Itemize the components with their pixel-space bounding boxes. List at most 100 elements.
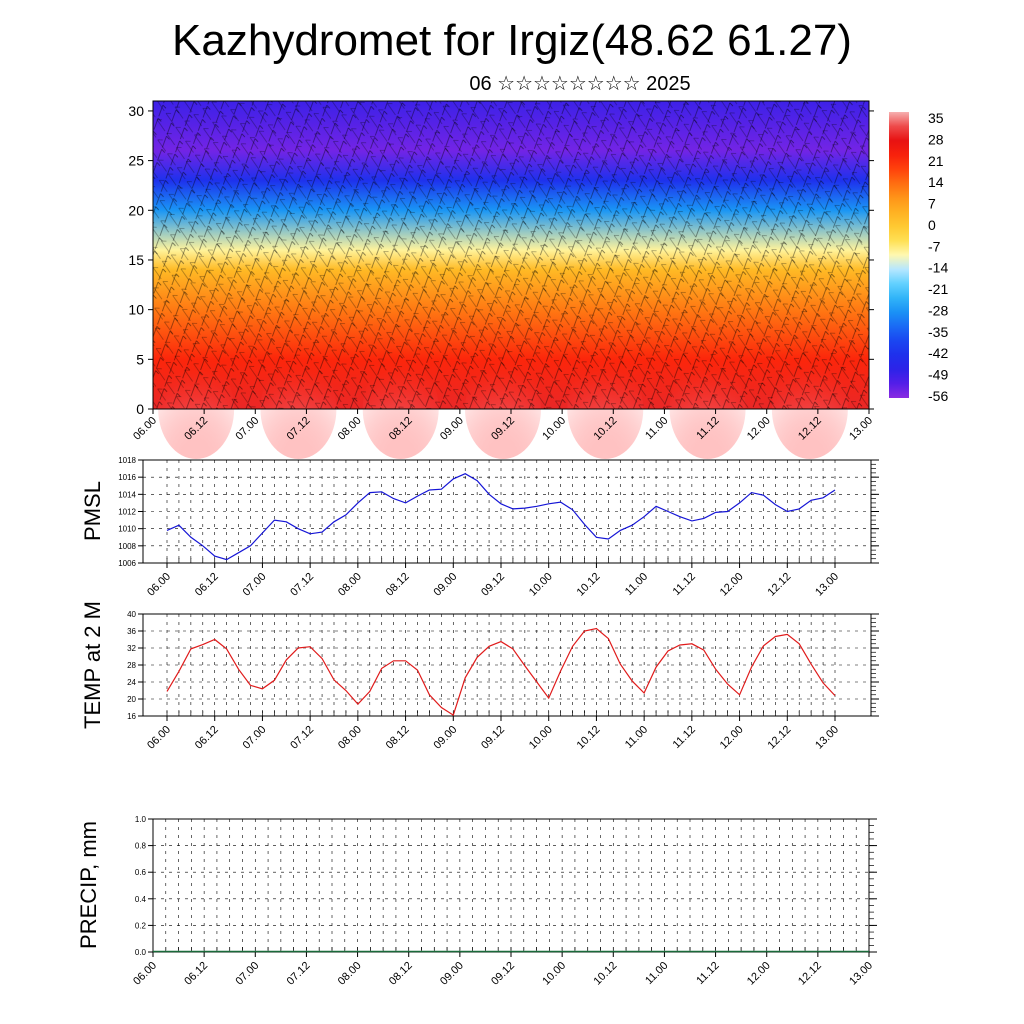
x-tick-label: 12.12: [765, 571, 793, 599]
x-tick-label: 08.12: [384, 571, 412, 599]
colorbar-label: 21: [928, 153, 944, 169]
temp-series-line: [166, 627, 836, 717]
y-tick-label: 28: [127, 661, 136, 670]
colorbar-label: 0: [928, 217, 936, 233]
y-tick-label: 1014: [118, 490, 136, 499]
x-tick-label: 10.00: [527, 724, 555, 752]
x-tick-label: 09.00: [431, 724, 459, 752]
y-tick-label: 10: [128, 302, 144, 318]
x-tick-label: 09.12: [479, 724, 507, 752]
precip-panel: 0.0 0.2 0.4 0.6 0.8 1.0 06.00 06.12 07.00 07.12 08…: [76, 815, 877, 988]
x-tick-label: 06.12: [193, 724, 221, 752]
x-tick-label: 10.00: [540, 960, 568, 988]
colorbar-label: -56: [928, 388, 948, 404]
x-tick-label: 06.00: [145, 571, 173, 599]
x-tick-label: 07.12: [288, 571, 316, 599]
x-tick-label: 09.00: [438, 415, 466, 443]
colorbar-label: 7: [928, 196, 936, 212]
x-tick-label: 12.00: [718, 571, 746, 599]
x-tick-label: 09.12: [479, 571, 507, 599]
x-tick-label: 11.12: [694, 960, 721, 987]
y-axis-label: PRECIP, mm: [76, 821, 101, 949]
colorbar-label: -28: [928, 302, 948, 318]
x-tick-label: 09.00: [438, 960, 466, 988]
colorbar-label: -35: [928, 324, 948, 340]
x-tick-label: 11.00: [643, 960, 670, 987]
x-tick-label: 08.00: [336, 571, 364, 599]
y-tick-label: 1006: [118, 559, 136, 568]
x-tick-label: 13.00: [847, 960, 875, 988]
colorbar-label: -7: [928, 238, 941, 254]
chart-title: Kazhydromet for Irgiz(48.62 61.27): [172, 16, 852, 65]
x-tick-label: 13.00: [847, 415, 875, 443]
colorbar-label: 28: [928, 131, 944, 147]
x-tick-label: 06.00: [145, 724, 173, 752]
colorbar: [889, 112, 909, 398]
x-tick-label: 07.12: [285, 960, 313, 988]
x-tick-label: 08.00: [336, 724, 364, 752]
x-tick-label: 06.12: [182, 960, 210, 988]
x-tick-label: 12.00: [745, 415, 773, 443]
y-tick-label: 0.0: [135, 948, 147, 957]
x-tick-label: 10.12: [575, 571, 603, 599]
chart-subtitle: 06 ☆☆☆☆☆☆☆☆ 2025: [469, 73, 691, 95]
x-tick-label: 10.12: [575, 724, 603, 752]
colorbar-label: -42: [928, 345, 948, 361]
y-axis-label: TEMP at 2 M: [80, 601, 105, 729]
y-tick-label: 24: [127, 678, 136, 687]
y-tick-label: 0.6: [135, 868, 147, 877]
x-tick-label: 12.12: [765, 724, 793, 752]
colorbar-label: -49: [928, 367, 948, 383]
x-tick-label: 12.12: [796, 960, 824, 988]
x-tick-label: 11.12: [671, 724, 698, 751]
y-tick-label: 5: [136, 351, 144, 367]
x-tick-label: 12.00: [718, 724, 746, 752]
x-tick-label: 07.12: [288, 724, 316, 752]
y-tick-label: 0.4: [135, 895, 147, 904]
y-tick-label: 1018: [118, 456, 136, 465]
pmsl-series-line: [166, 473, 836, 561]
colorbar-label: -14: [928, 260, 948, 276]
y-tick-label: 36: [127, 627, 136, 636]
x-tick-label: 10.00: [540, 415, 568, 443]
x-tick-label: 13.00: [813, 571, 841, 599]
x-tick-label: 10.12: [591, 960, 619, 988]
x-tick-label: 11.00: [623, 571, 650, 598]
temp-2m-panel: 16 20 24 28 32 36 40 06.00 06.12 07.00 07.12 08.00 0…: [80, 601, 879, 752]
x-tick-label: 12.00: [745, 960, 773, 988]
x-tick-label: 08.12: [387, 960, 415, 988]
x-tick-label: 06.00: [131, 415, 159, 443]
y-tick-label: 0.2: [135, 921, 147, 930]
y-tick-label: 15: [128, 252, 144, 268]
wind-barbs: [153, 101, 869, 409]
y-tick-label: 0: [136, 401, 144, 417]
x-tick-label: 13.00: [813, 724, 841, 752]
y-tick-label: 1.0: [135, 815, 147, 824]
x-tick-label: 09.00: [431, 571, 459, 599]
y-axis-label: PMSL: [80, 481, 105, 541]
y-tick-label: 20: [127, 695, 136, 704]
y-tick-label: 16: [127, 712, 136, 721]
y-tick-label: 1010: [118, 525, 136, 534]
x-tick-label: 07.00: [241, 724, 269, 752]
x-tick-label: 09.12: [489, 960, 517, 988]
y-tick-label: 1008: [118, 542, 136, 551]
pmsl-panel: 1006 1008 1010 1012 1014 1016 1018 06.00 06.12 07…: [80, 456, 879, 599]
y-tick-label: 30: [128, 103, 144, 119]
x-tick-label: 08.00: [336, 960, 364, 988]
y-tick-label: 1012: [118, 508, 136, 517]
y-tick-label: 25: [128, 153, 144, 169]
x-tick-label: 07.00: [241, 571, 269, 599]
x-tick-label: 06.12: [193, 571, 221, 599]
x-tick-label: 10.00: [527, 571, 555, 599]
x-tick-label: 11.12: [671, 571, 698, 598]
y-tick-label: 1016: [118, 473, 136, 482]
y-tick-label: 40: [127, 610, 136, 619]
x-tick-label: 07.00: [233, 415, 261, 443]
x-tick-label: 11.00: [623, 724, 650, 751]
x-tick-label: 08.12: [384, 724, 412, 752]
x-tick-label: 07.00: [233, 960, 261, 988]
y-tick-label: 20: [128, 202, 144, 218]
